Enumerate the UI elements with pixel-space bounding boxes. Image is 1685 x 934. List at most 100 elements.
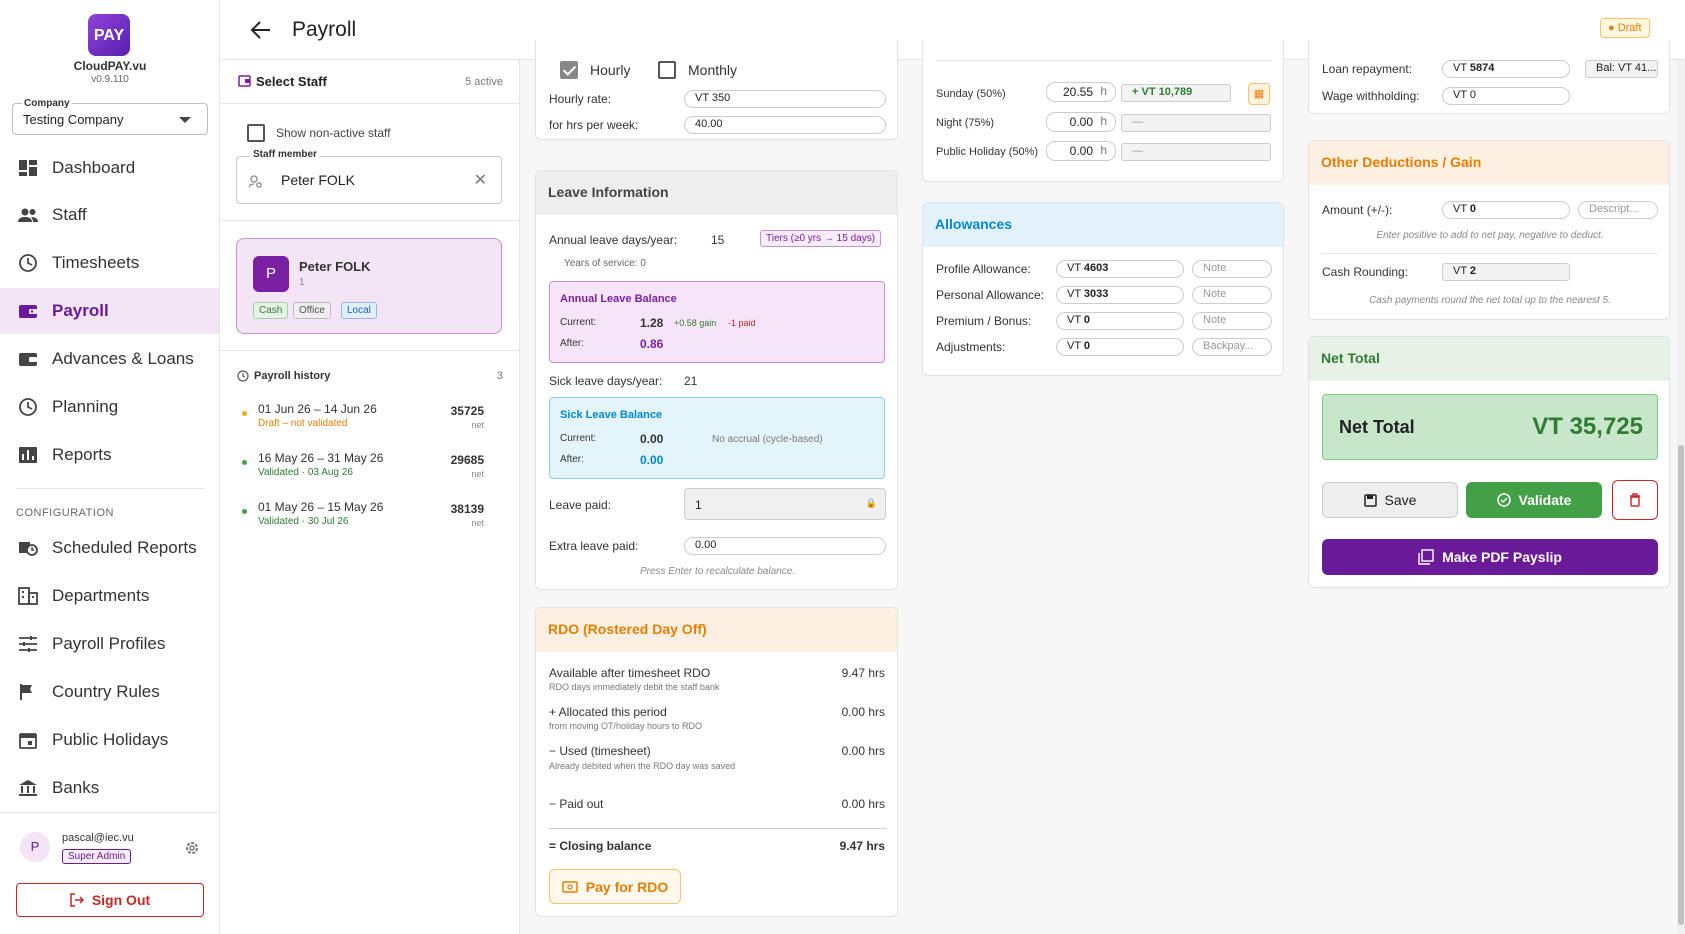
divider [0, 812, 219, 813]
sign-out-button[interactable]: Sign Out [16, 883, 204, 917]
rdo-row-sub: RDO days immediately debit the staff ban… [549, 682, 720, 692]
history-item[interactable]: 01 May 26 – 15 May 26 Validated · 30 Jul… [236, 498, 506, 542]
currency-prefix: VT [1453, 203, 1467, 215]
allowance-value: 0 [1083, 340, 1091, 352]
wage-withholding-label: Wage withholding: [1322, 89, 1420, 103]
company-select[interactable]: Testing Company [12, 103, 208, 135]
wallet-icon [19, 353, 37, 366]
tag-local: Local [341, 302, 377, 319]
history-amount: 38139 [450, 502, 484, 516]
loan-repayment-input[interactable]: VT 5874 [1442, 60, 1570, 78]
nav-reports[interactable]: Reports [0, 432, 219, 478]
monthly-checkbox[interactable] [658, 61, 676, 79]
nav-advances-loans[interactable]: Advances & Loans [0, 336, 219, 382]
scrollbar-thumb[interactable] [1678, 445, 1684, 925]
hourly-rate-input[interactable]: VT 350 [684, 90, 886, 108]
rdo-card: RDO (Rostered Day Off) Available after t… [535, 607, 898, 917]
overtime-label: Night (75%) [936, 117, 995, 129]
staff-member-field[interactable]: Peter FOLK ✕ [236, 156, 502, 204]
show-inactive-checkbox[interactable] [247, 124, 265, 142]
allowance-note[interactable]: Note [1192, 260, 1272, 278]
currency-prefix: VT [1067, 340, 1081, 352]
allowance-input[interactable]: VT 4603 [1056, 260, 1184, 278]
currency-prefix: VT [1067, 314, 1081, 326]
overtime-hours-input[interactable]: 0.00 h [1046, 141, 1116, 161]
other-deductions-title: Other Deductions / Gain [1309, 141, 1669, 185]
sick-current-value: 0.00 [640, 432, 664, 446]
nav-timesheets[interactable]: Timesheets [0, 240, 219, 286]
wage-withholding-input[interactable]: VT 0 [1442, 87, 1570, 105]
nav-scheduled-reports[interactable]: Scheduled Reports [0, 525, 219, 571]
history-status: Draft – not validated [258, 418, 348, 429]
current-label: Current: [560, 433, 597, 444]
hours-per-week-label: for hrs per week: [549, 118, 639, 132]
nav-departments[interactable]: Departments [0, 573, 219, 619]
hourly-rate-label: Hourly rate: [549, 92, 612, 106]
clear-icon[interactable]: ✕ [473, 172, 487, 189]
nav-banks[interactable]: Banks [0, 765, 219, 811]
sick-balance-title: Sick Leave Balance [560, 409, 663, 421]
gear-icon[interactable] [184, 840, 200, 856]
rdo-row-label: − Paid out [549, 797, 604, 811]
amount-input[interactable]: VT 0 [1442, 201, 1570, 219]
history-item[interactable]: 16 May 26 – 31 May 26 Validated · 03 Aug… [236, 449, 506, 493]
description-input[interactable]: Descript... [1578, 201, 1658, 219]
schedule-icon [19, 542, 38, 556]
nav-country-rules[interactable]: Country Rules [0, 669, 219, 715]
annual-leave-value: 15 [711, 233, 725, 247]
nav-dashboard[interactable]: Dashboard [0, 145, 219, 191]
history-item[interactable]: 01 Jun 26 – 14 Jun 26 Draft – not valida… [236, 400, 506, 444]
flag-icon [20, 684, 32, 700]
status-badge: ● Draft [1600, 18, 1650, 38]
rdo-row-sub: from moving OT/holiday hours to RDO [549, 721, 703, 731]
hours-per-week-input[interactable]: 40.00 [684, 116, 886, 134]
annual-paid: -1 paid [728, 318, 756, 328]
tag-office: Office [293, 302, 331, 319]
allowance-note[interactable]: Backpay... [1192, 338, 1272, 356]
history-status: Validated · 03 Aug 26 [258, 467, 353, 478]
divider [549, 828, 886, 829]
pay-for-rdo-button[interactable]: Pay for RDO [549, 869, 681, 904]
overtime-card: Sunday (50%) 20.55 h + VT 10,789 ▦ Night … [922, 40, 1284, 182]
save-button[interactable]: Save [1322, 482, 1458, 518]
nav-payroll-profiles[interactable]: Payroll Profiles [0, 621, 219, 667]
allowance-input[interactable]: VT 0 [1056, 338, 1184, 356]
extra-leave-input[interactable]: 0.00 [684, 537, 886, 555]
calendar-icon [19, 733, 37, 749]
delete-button[interactable] [1612, 480, 1658, 520]
allowance-input[interactable]: VT 0 [1056, 312, 1184, 330]
check-circle-icon [1496, 493, 1511, 507]
cash-rounding-value: VT 2 [1442, 263, 1570, 281]
overtime-hours-input[interactable]: 0.00 h [1046, 112, 1116, 132]
hourly-checkbox[interactable] [560, 61, 578, 79]
save-icon [1363, 493, 1377, 507]
overtime-hours-input[interactable]: 20.55 h [1046, 82, 1116, 102]
loan-repayment-label: Loan repayment: [1322, 62, 1413, 76]
make-pdf-payslip-button[interactable]: Make PDF Payslip [1322, 539, 1658, 575]
cash-rounding-label: Cash Rounding: [1322, 265, 1409, 279]
divider [220, 350, 519, 351]
allowance-note[interactable]: Note [1192, 312, 1272, 330]
nav-planning[interactable]: Planning [0, 384, 219, 430]
allowance-label: Profile Allowance: [936, 262, 1031, 276]
scrollbar-track[interactable] [1677, 60, 1685, 934]
back-arrow-icon[interactable] [250, 19, 272, 41]
nav-public-holidays[interactable]: Public Holidays [0, 717, 219, 763]
leave-paid-input: 1 🔒 [684, 488, 886, 520]
overtime-hours-value: 0.00 [1069, 144, 1093, 158]
calculator-icon[interactable]: ▦ [1248, 83, 1270, 105]
app-name: CloudPAY.vu [73, 59, 147, 73]
rdo-row-label: − Used (timesheet) [549, 744, 651, 758]
sign-out-label: Sign Out [91, 892, 151, 908]
allowance-note[interactable]: Note [1192, 286, 1272, 304]
hours-unit: h [1100, 84, 1107, 98]
allowance-input[interactable]: VT 3033 [1056, 286, 1184, 304]
validate-button[interactable]: Validate [1466, 482, 1602, 518]
pay-type-card: Hourly Monthly Hourly rate: VT 350 for h… [535, 40, 898, 140]
leave-paid-label: Leave paid: [549, 498, 612, 512]
rdo-row-label: Available after timesheet RDO [549, 666, 711, 680]
nav-payroll[interactable]: Payroll [0, 288, 219, 334]
nav-staff[interactable]: Staff [0, 192, 219, 238]
selected-staff-card[interactable]: P Peter FOLK 1 Cash Office Local [236, 238, 502, 334]
staff-id: 1 [299, 277, 305, 288]
